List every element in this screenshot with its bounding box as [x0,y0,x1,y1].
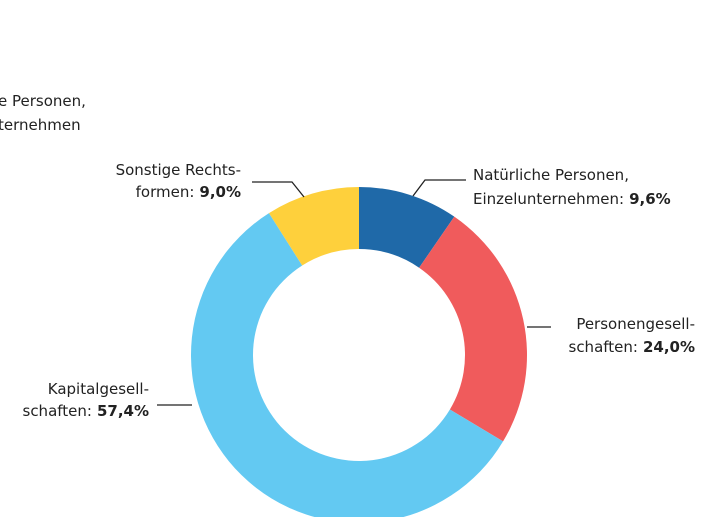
segment-label: Sonstige Rechts- [116,161,241,179]
partial-label: e Personen, [0,92,86,110]
donut-segment [359,187,455,268]
value-label: 24,0% [643,338,695,356]
label-text: Personengesell- [576,315,695,333]
segment-label: Kapitalgesell- [48,380,149,398]
leader-line [252,181,305,198]
label-text: schaften: [23,402,92,420]
label-text: Natürliche Personen, [473,166,629,184]
label-text: Sonstige Rechts- [116,161,241,179]
label-text: Kapitalgesell- [48,380,149,398]
donut-segment [268,187,359,266]
donut-segment [419,216,527,442]
donut [191,187,527,517]
segment-label: formen: 9,0% [136,183,241,201]
value-label: 57,4% [97,402,149,420]
segment-label: schaften: 24,0% [569,338,696,356]
value-label: 9,6% [629,190,671,208]
partial-label: ternehmen [0,116,81,134]
labels: Natürliche Personen, Einzelunternehmen: 9,… [23,161,696,420]
label-text: formen: [136,183,195,201]
segment-label: Personengesell- [576,315,695,333]
segment-label: Natürliche Personen, [473,166,629,184]
segment-label: schaften: 57,4% [23,402,150,420]
label-text: Einzelunternehmen: [473,190,624,208]
value-label: 9,0% [199,183,241,201]
label-text: schaften: [569,338,638,356]
donut-segment [191,213,504,517]
segment-label: Einzelunternehmen: 9,6% [473,190,671,208]
leader-line [412,179,466,197]
